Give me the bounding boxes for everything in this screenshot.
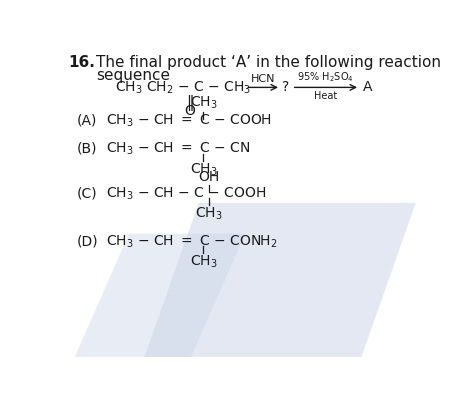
Text: HCN: HCN — [251, 73, 275, 83]
Text: (A): (A) — [76, 113, 97, 128]
Text: O: O — [184, 104, 195, 118]
Text: CH$_3$ $-$ CH $-$ C $-$ COOH: CH$_3$ $-$ CH $-$ C $-$ COOH — [106, 185, 266, 202]
Text: CH$_3$: CH$_3$ — [195, 206, 223, 223]
Text: CH$_3$: CH$_3$ — [190, 161, 217, 178]
Text: A: A — [363, 80, 373, 94]
Text: ?: ? — [283, 80, 290, 94]
Text: CH$_3$ $-$ CH $=$ C $-$ COOH: CH$_3$ $-$ CH $=$ C $-$ COOH — [106, 112, 272, 129]
Text: sequence: sequence — [96, 68, 171, 83]
Polygon shape — [145, 203, 416, 357]
Text: OH: OH — [198, 170, 219, 184]
Text: 16.: 16. — [69, 55, 95, 70]
Text: (C): (C) — [76, 186, 97, 200]
Text: CH$_3$ $-$ CH $=$ C $-$ CONH$_2$: CH$_3$ $-$ CH $=$ C $-$ CONH$_2$ — [106, 233, 277, 249]
Text: (B): (B) — [76, 142, 97, 156]
Text: CH$_3$: CH$_3$ — [190, 254, 217, 270]
Text: CH$_3$: CH$_3$ — [190, 95, 217, 111]
Text: The final product ‘A’ in the following reaction: The final product ‘A’ in the following r… — [96, 55, 441, 70]
Text: CH$_3$ $-$ CH $=$ C $-$ CN: CH$_3$ $-$ CH $=$ C $-$ CN — [106, 141, 250, 157]
Text: (D): (D) — [76, 235, 98, 248]
Text: ‖: ‖ — [186, 95, 193, 111]
Polygon shape — [75, 234, 245, 357]
Text: 95% H$_2$SO$_4$: 95% H$_2$SO$_4$ — [298, 70, 354, 83]
Text: CH$_3$ CH$_2$ $-$ C $-$ CH$_3$: CH$_3$ CH$_2$ $-$ C $-$ CH$_3$ — [115, 79, 251, 95]
Text: Heat: Heat — [314, 91, 337, 101]
